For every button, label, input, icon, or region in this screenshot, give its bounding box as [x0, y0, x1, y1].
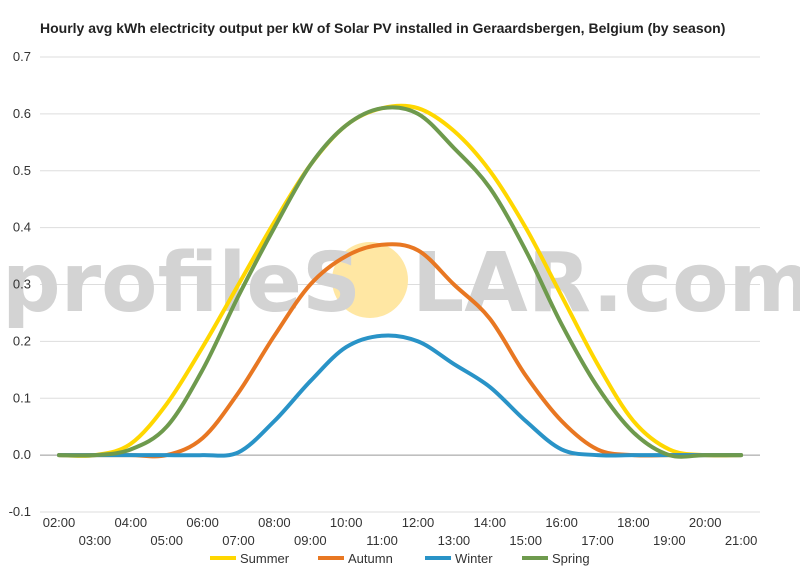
x-tick-label: 15:00 [509, 533, 542, 548]
x-tick-label: 04:00 [115, 515, 148, 530]
x-tick-label: 07:00 [222, 533, 255, 548]
watermark-text-left: profileS [2, 236, 361, 331]
series-line-winter [57, 333, 744, 458]
legend-label: Autumn [348, 551, 393, 566]
series-line-summer [57, 103, 744, 458]
x-tick-label: 06:00 [186, 515, 219, 530]
x-tick-label: 20:00 [689, 515, 722, 530]
x-tick-label: 17:00 [581, 533, 614, 548]
x-tick-label: 21:00 [725, 533, 758, 548]
x-tick-label: 16:00 [545, 515, 578, 530]
watermark-text-right: LAR.com [412, 236, 800, 331]
y-tick-label: 0.2 [13, 333, 31, 348]
x-tick-label: 14:00 [474, 515, 507, 530]
x-tick-label: 18:00 [617, 515, 650, 530]
x-tick-label: 02:00 [43, 515, 76, 530]
x-tick-label: 12:00 [402, 515, 435, 530]
y-tick-label: 0.4 [13, 220, 31, 235]
x-tick-label: 11:00 [366, 533, 398, 548]
x-tick-label: 19:00 [653, 533, 686, 548]
x-tick-label: 09:00 [294, 533, 327, 548]
x-tick-label: 05:00 [150, 533, 183, 548]
y-tick-label: 0.7 [13, 49, 31, 64]
y-tick-label: 0.5 [13, 163, 31, 178]
y-tick-label: -0.1 [9, 504, 31, 519]
x-tick-label: 03:00 [79, 533, 112, 548]
x-tick-label: 13:00 [438, 533, 471, 548]
x-tick-label: 10:00 [330, 515, 363, 530]
legend-label: Summer [240, 551, 290, 566]
watermark: profileS LAR.com [2, 236, 800, 331]
legend: Summer Autumn Winter Spring [210, 551, 590, 566]
y-axis: 0.7 0.6 0.5 0.4 0.3 0.2 0.1 0.0 -0.1 [9, 49, 31, 519]
watermark-sun-icon [332, 242, 408, 318]
y-tick-label: 0.0 [13, 447, 31, 462]
legend-label: Winter [455, 551, 493, 566]
plot-lines [57, 103, 744, 459]
legend-label: Spring [552, 551, 590, 566]
x-axis: 02:0003:0004:0005:0006:0007:0008:0009:00… [43, 515, 758, 548]
y-tick-label: 0.1 [13, 390, 31, 405]
y-tick-label: 0.3 [13, 277, 31, 292]
series-line-spring [57, 105, 744, 459]
x-tick-label: 08:00 [258, 515, 291, 530]
y-tick-label: 0.6 [13, 106, 31, 121]
chart-title: Hourly avg kWh electricity output per kW… [40, 20, 725, 36]
